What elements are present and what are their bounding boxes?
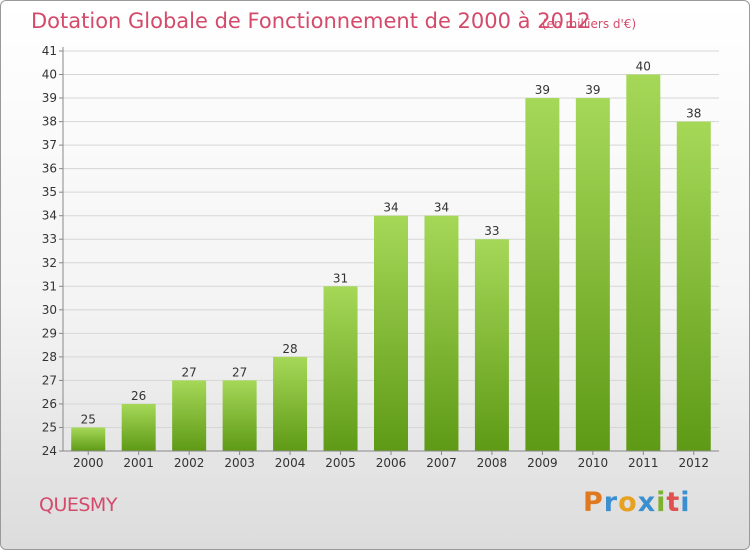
x-tick-label: 2001: [123, 456, 154, 470]
bar: [323, 286, 358, 451]
x-tick-label: 2006: [376, 456, 407, 470]
bar: [676, 121, 711, 452]
value-label: 28: [282, 342, 297, 356]
logo-letter: i: [656, 487, 667, 518]
logo-letter: o: [618, 487, 638, 518]
y-tick-label: 39: [42, 91, 57, 105]
y-tick-label: 30: [42, 303, 57, 317]
proxiti-logo: Proxiti: [583, 487, 691, 518]
bar: [71, 427, 106, 451]
x-tick-label: 2003: [224, 456, 255, 470]
y-tick-label: 34: [42, 209, 57, 223]
bar: [474, 239, 509, 451]
bar: [525, 98, 560, 451]
y-tick-label: 29: [42, 326, 57, 340]
bar: [575, 98, 610, 451]
value-label: 39: [535, 83, 550, 97]
x-tick-label: 2009: [527, 456, 558, 470]
y-tick-label: 41: [42, 44, 57, 58]
logo-letter: P: [583, 487, 604, 518]
value-label: 27: [182, 365, 197, 379]
bar: [121, 403, 156, 451]
logo-letter: r: [603, 487, 619, 518]
value-label: 27: [232, 365, 247, 379]
value-label: 34: [434, 201, 449, 215]
logo-letter: i: [680, 487, 691, 518]
value-label: 26: [131, 389, 146, 403]
y-tick-label: 37: [42, 138, 57, 152]
value-labels: 25 26 27 27 28 31 34 34 33 39 39 40 38: [81, 60, 702, 427]
y-tick-label: 27: [42, 373, 57, 387]
y-tick-label: 31: [42, 279, 57, 293]
value-label: 25: [81, 412, 96, 426]
commune-name: QUESMY: [39, 494, 117, 516]
y-tick-label: 32: [42, 256, 57, 270]
bar: [374, 215, 408, 451]
chart-title: Dotation Globale de Fonctionnement de 20…: [31, 9, 591, 33]
x-tick-label: 2008: [477, 456, 508, 470]
bar: [172, 380, 207, 451]
value-label: 34: [383, 201, 398, 215]
y-tick-label: 36: [42, 162, 57, 176]
x-tick-label: 2010: [578, 456, 609, 470]
value-label: 38: [686, 107, 701, 121]
bar: [273, 356, 308, 451]
bars: [71, 74, 711, 452]
logo-letter: x: [637, 487, 657, 518]
y-tick-label: 40: [42, 68, 57, 82]
y-tick-label: 25: [42, 420, 57, 434]
value-label: 31: [333, 271, 348, 285]
x-tick-label: 2011: [628, 456, 659, 470]
value-label: 40: [636, 60, 651, 74]
axes: 24 25 26 27 28 29 30 31 32 33 34 35 36 37 38 39 40 41 2000…: [42, 44, 719, 470]
x-tick-label: 2004: [275, 456, 306, 470]
y-tick-label: 28: [42, 350, 57, 364]
logo-letter: t: [666, 487, 681, 518]
y-tick-label: 26: [42, 397, 57, 411]
value-label: 39: [585, 83, 600, 97]
bar: [424, 215, 459, 451]
x-tick-label: 2012: [678, 456, 709, 470]
value-label: 33: [484, 224, 499, 238]
y-tick-label: 33: [42, 232, 57, 246]
y-tick-label: 24: [42, 444, 57, 458]
x-tick-label: 2007: [426, 456, 457, 470]
x-tick-label: 2005: [325, 456, 356, 470]
x-tick-label: 2002: [174, 456, 205, 470]
y-tick-label: 38: [42, 115, 57, 129]
bar: [222, 380, 257, 451]
unit-label: (en milliers d'€): [542, 17, 637, 31]
y-tick-label: 35: [42, 185, 57, 199]
bar: [626, 74, 661, 451]
x-tick-label: 2000: [73, 456, 104, 470]
